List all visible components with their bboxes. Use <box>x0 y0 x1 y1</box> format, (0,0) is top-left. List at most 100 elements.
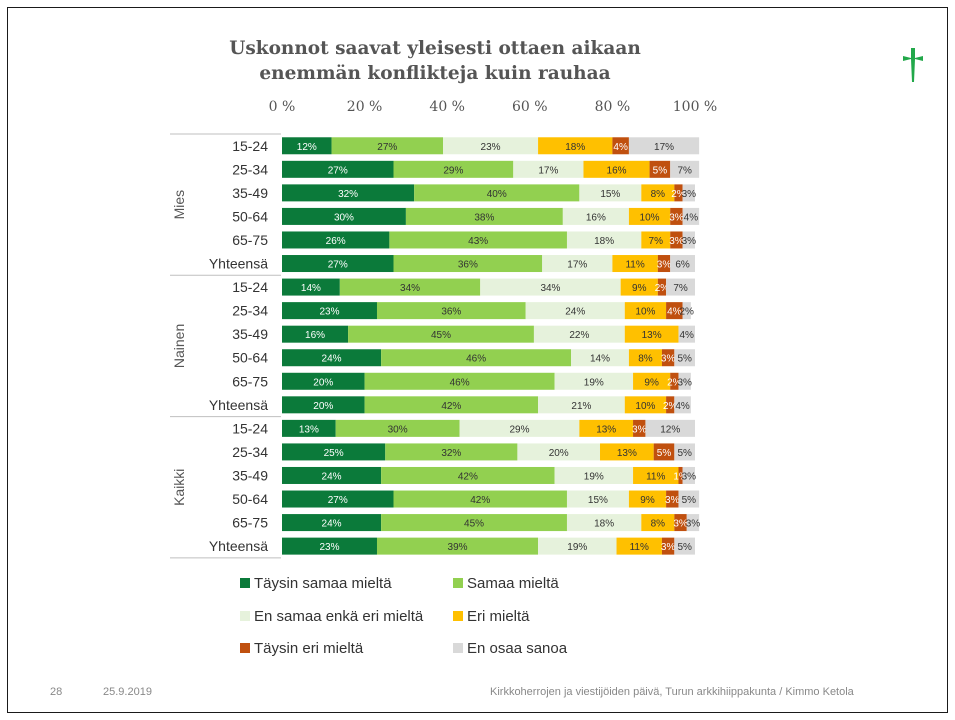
bar-segment <box>624 325 679 343</box>
group-label-mies: Mies <box>171 190 187 220</box>
legend-swatch <box>453 643 463 653</box>
data-label: 42% <box>470 495 490 506</box>
data-label: 5% <box>677 448 692 459</box>
group-label-nainen: Nainen <box>171 324 187 368</box>
legend-label: En samaa enkä eri mieltä <box>254 608 424 625</box>
data-label: 12% <box>297 142 317 153</box>
data-label: 9% <box>644 377 659 388</box>
data-label: 19% <box>584 377 604 388</box>
data-label: 3% <box>682 189 697 200</box>
data-label: 34% <box>400 283 420 294</box>
bar-segment <box>538 537 617 555</box>
data-label: 3% <box>661 542 676 553</box>
data-label: 40% <box>487 189 507 200</box>
data-label: 29% <box>443 165 463 176</box>
bar-segment <box>538 137 613 155</box>
data-label: 5% <box>677 354 692 365</box>
bar-segment <box>282 325 349 343</box>
data-label: 26% <box>326 236 346 247</box>
bar-segment <box>628 207 671 225</box>
data-label: 29% <box>509 424 529 435</box>
legend-label: Samaa mieltä <box>467 575 559 592</box>
bar-segment <box>624 302 667 320</box>
row-label: 15-24 <box>232 420 268 436</box>
row-label: 35-49 <box>232 326 268 342</box>
bar-segment <box>385 443 518 461</box>
data-label: 4% <box>684 212 699 223</box>
data-label: 13% <box>642 330 662 341</box>
bar-segment <box>282 160 394 178</box>
legend-swatch <box>240 611 250 621</box>
row-label: 65-75 <box>232 373 268 389</box>
bar-segment <box>282 137 332 155</box>
bar-segment <box>364 396 539 414</box>
bar-segment <box>628 137 700 155</box>
data-label: 30% <box>334 212 354 223</box>
row-label: 25-34 <box>232 444 268 460</box>
data-label: 5% <box>657 448 672 459</box>
data-label: 20% <box>313 401 333 412</box>
row-label: 50-64 <box>232 491 268 507</box>
data-label: 4% <box>675 401 690 412</box>
data-label: 13% <box>299 424 319 435</box>
data-label: 11% <box>625 260 644 271</box>
x-tick-label: 0 % <box>269 99 296 115</box>
bar-segment <box>331 137 444 155</box>
bar-segment <box>393 255 543 273</box>
data-label: 8% <box>651 189 666 200</box>
bar-segment <box>674 349 695 367</box>
legend-label: Eri mieltä <box>467 608 530 625</box>
data-label: 5% <box>677 542 692 553</box>
data-label: 11% <box>630 542 649 553</box>
bar-segment <box>480 278 621 296</box>
bar-segment <box>620 278 658 296</box>
x-tick-label: 40 % <box>429 99 465 115</box>
x-tick-label: 20 % <box>347 99 383 115</box>
data-label: 46% <box>466 354 486 365</box>
data-label: 24% <box>322 471 342 482</box>
bar-segment <box>670 255 695 273</box>
bar-segment <box>566 490 629 508</box>
data-label: 6% <box>675 260 690 271</box>
bar-segment <box>282 184 415 202</box>
data-label: 16% <box>305 330 325 341</box>
page-number: 28 <box>50 686 63 698</box>
data-label: 4% <box>613 142 628 153</box>
data-label: 3% <box>657 260 672 271</box>
data-label: 3% <box>686 519 701 530</box>
bar-segment <box>282 466 382 484</box>
bar-segment <box>624 396 667 414</box>
data-label: 10% <box>640 212 660 223</box>
data-label: 3% <box>669 212 684 223</box>
bar-segment <box>670 372 679 390</box>
data-label: 27% <box>328 165 348 176</box>
data-label: 14% <box>590 354 610 365</box>
data-label: 23% <box>319 307 339 318</box>
legend-label: Täysin eri mieltä <box>254 640 364 657</box>
data-label: 24% <box>322 354 342 365</box>
footer-text: Kirkkoherrojen ja viestijöiden päivä, Tu… <box>490 686 854 698</box>
data-label: 22% <box>569 330 589 341</box>
bar-segment <box>670 160 700 178</box>
bar-segment <box>348 325 534 343</box>
bar-segment <box>517 443 601 461</box>
bar-segment <box>282 537 377 555</box>
bar-segment <box>335 419 460 437</box>
data-label: 8% <box>651 519 666 530</box>
bar-segment <box>682 302 691 320</box>
data-label: 45% <box>464 519 484 530</box>
bar-segment <box>579 419 634 437</box>
bar-segment <box>674 514 687 532</box>
data-label: 42% <box>441 401 461 412</box>
bar-segment <box>682 231 695 249</box>
bar-segment <box>282 207 406 225</box>
data-label: 32% <box>338 189 358 200</box>
bar-segment <box>682 184 695 202</box>
cross-icon <box>903 48 923 82</box>
data-label: 3% <box>661 354 676 365</box>
legend-label: Täysin samaa mieltä <box>254 575 392 592</box>
bar-segment <box>562 207 629 225</box>
data-label: 4% <box>680 330 695 341</box>
row-label: Yhteensä <box>209 397 268 413</box>
